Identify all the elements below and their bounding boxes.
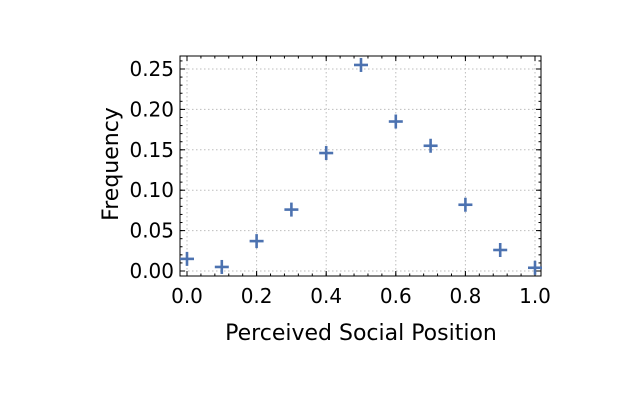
data-point [214,259,229,274]
x-tick-label: 0.6 [380,284,412,308]
x-tick-labels: 0.0 0.2 0.4 0.6 0.8 1.0 [171,284,551,308]
grid-lines [180,56,541,276]
data-point [388,114,403,129]
data-point [180,251,194,266]
y-tick-label: 0.20 [129,97,174,121]
data-point [354,57,368,72]
y-axis-label: Frequency [99,107,124,221]
y-tick-label: 0.10 [129,178,174,202]
axis-ticks [180,56,541,276]
y-tick-label: 0.05 [129,219,174,243]
data-points [180,57,542,275]
data-point [319,146,334,161]
y-tick-label: 0.15 [129,138,174,162]
x-tick-label: 0.2 [241,284,273,308]
data-point [249,234,264,249]
data-point [284,202,299,217]
plot-frame [179,55,542,277]
data-point [528,260,542,275]
data-point [493,242,508,257]
x-tick-label: 0.0 [171,284,203,308]
data-point [458,197,473,212]
y-tick-labels: 0.00 0.05 0.10 0.15 0.20 0.25 [129,57,174,283]
x-tick-label: 1.0 [519,284,551,308]
x-tick-label: 0.8 [449,284,481,308]
x-tick-label: 0.4 [310,284,342,308]
y-tick-label: 0.00 [129,259,174,283]
data-point [423,138,438,153]
y-tick-label: 0.25 [129,57,174,81]
x-axis-label: Perceived Social Position [225,321,497,346]
